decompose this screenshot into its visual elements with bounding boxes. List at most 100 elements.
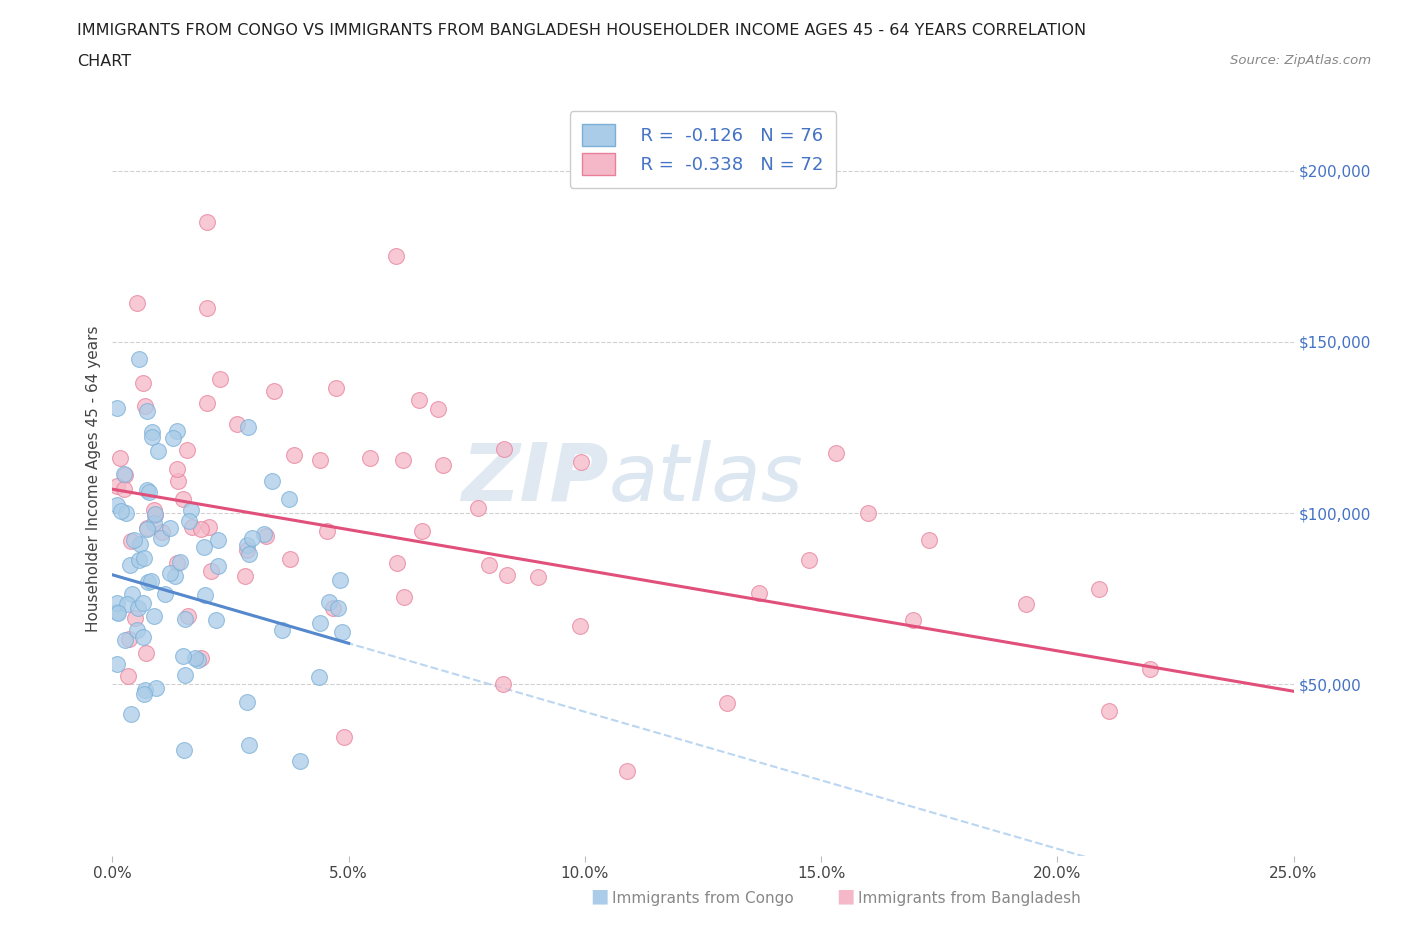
Point [127,622,149,637]
Point [150,525,173,539]
Point [318,594,340,609]
Point [135,482,157,497]
Point [134,683,156,698]
Point [121,587,143,602]
Point [478,558,501,573]
Text: IMMIGRANTS FROM CONGO VS IMMIGRANTS FROM BANGLADESH HOUSEHOLDER INCOME AGES 45 -: IMMIGRANTS FROM CONGO VS IMMIGRANTS FROM… [77,23,1087,38]
Point [492,442,515,457]
Point [118,631,141,646]
Point [799,553,821,568]
Point [209,372,232,387]
Text: ■: ■ [591,887,609,906]
Point [260,474,283,489]
Point [568,618,591,633]
Point [283,448,305,463]
Point [236,695,259,710]
Point [166,555,188,570]
Point [145,681,167,696]
Point [146,444,169,458]
Text: Source: ZipAtlas.com: Source: ZipAtlas.com [1230,54,1371,67]
Point [166,423,188,438]
Point [124,610,146,625]
Point [408,393,430,408]
Point [392,589,415,604]
Point [308,669,330,684]
Point [139,573,162,588]
Point [114,632,136,647]
Point [169,555,191,570]
Point [616,764,638,778]
Point [120,558,142,573]
Point [159,565,181,580]
Point [132,630,155,644]
Point [141,430,163,445]
Point [105,595,128,610]
Point [195,215,218,230]
Point [180,502,202,517]
Point [143,507,166,522]
Point [110,504,132,519]
Point [322,601,344,616]
Point [132,376,155,391]
Text: ZIP: ZIP [461,440,609,518]
Point [194,588,217,603]
Point [176,443,198,458]
Point [153,587,176,602]
Point [166,461,188,476]
Text: CHART: CHART [77,54,131,69]
Point [238,547,260,562]
Point [187,653,209,668]
Legend:   R =  -0.126   N = 76,   R =  -0.338   N = 72: R = -0.126 N = 76, R = -0.338 N = 72 [569,112,837,188]
Point [112,467,135,482]
Point [180,519,202,534]
Point [569,455,592,470]
Point [143,609,166,624]
Point [105,498,128,512]
Point [165,568,187,583]
Point [1139,661,1161,676]
Point [332,729,354,744]
Point [328,600,350,615]
Point [716,696,738,711]
Point [135,521,157,536]
Point [138,485,160,499]
Point [1014,597,1036,612]
Point [131,595,153,610]
Point [105,657,128,671]
Point [120,534,142,549]
Point [226,417,249,432]
Point [492,677,515,692]
Point [174,668,197,683]
Point [253,526,276,541]
Point [135,521,157,536]
Point [426,401,449,416]
Point [122,532,145,547]
Point [277,491,299,506]
Point [263,384,285,399]
Point [135,645,157,660]
Point [308,452,330,467]
Text: ■: ■ [837,887,855,906]
Point [918,532,941,547]
Point [162,431,184,445]
Point [128,352,150,366]
Point [125,295,148,310]
Point [142,503,165,518]
Text: atlas: atlas [609,440,803,518]
Point [233,569,256,584]
Point [173,743,195,758]
Point [136,575,159,590]
Point [238,737,260,752]
Point [195,300,218,315]
Point [184,650,207,665]
Point [236,538,259,552]
Point [391,453,413,468]
Point [143,508,166,523]
Point [136,403,159,418]
Point [748,586,770,601]
Point [149,530,172,545]
Point [901,612,924,627]
Point [190,522,212,537]
Point [110,450,132,465]
Point [132,551,155,565]
